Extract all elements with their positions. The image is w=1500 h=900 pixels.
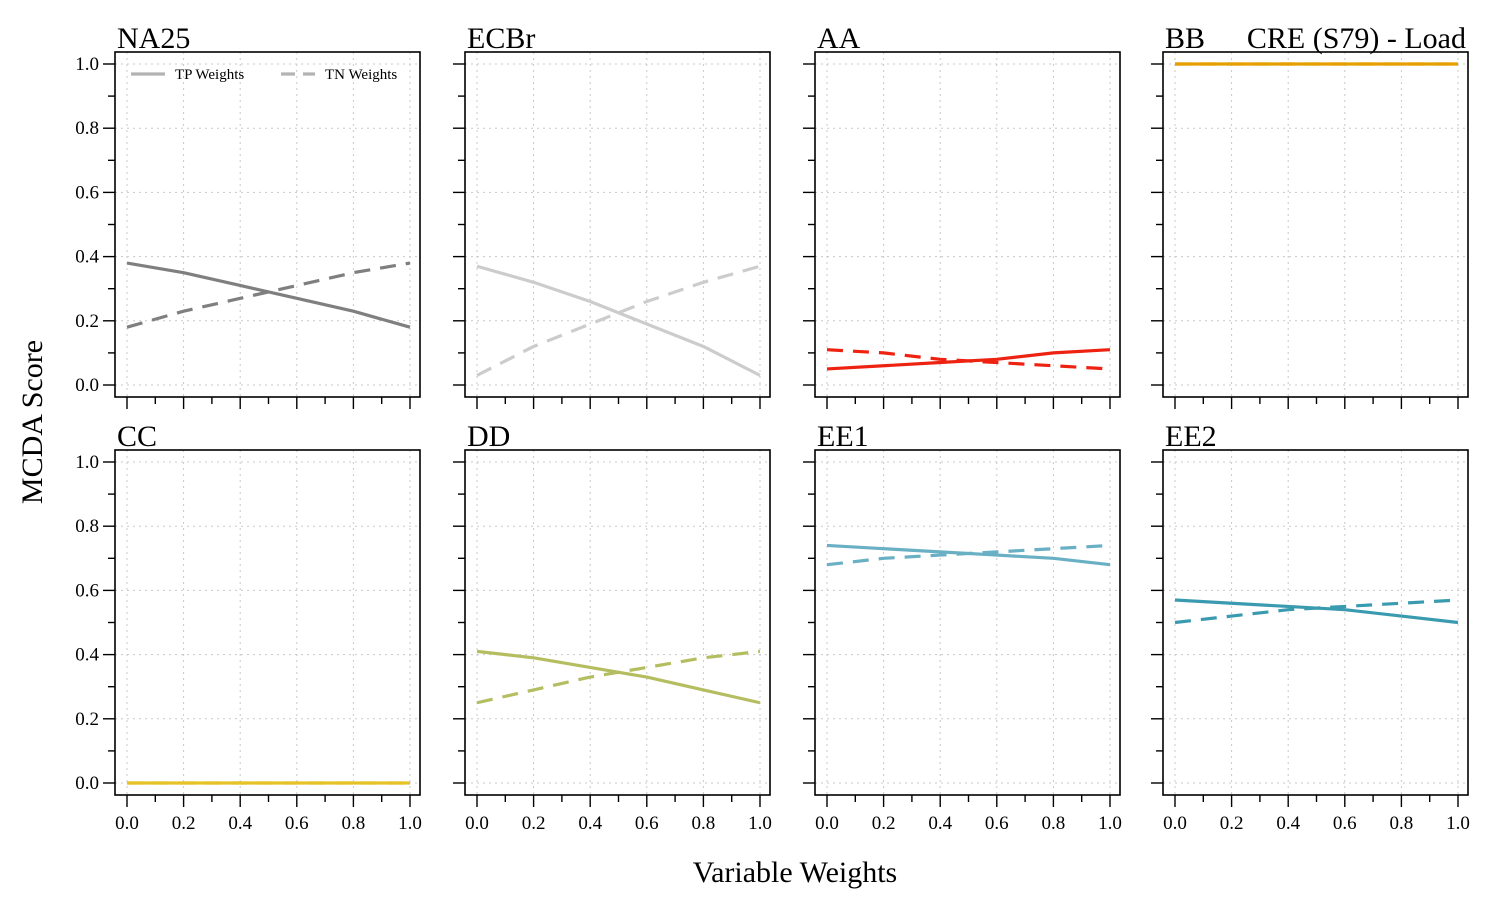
x-tick-label: 0.2 bbox=[872, 813, 896, 834]
x-tick-label: 1.0 bbox=[1098, 813, 1122, 834]
panel-title: DD bbox=[467, 420, 510, 453]
x-tick-label: 0.4 bbox=[228, 813, 252, 834]
legend-tp-label: TP Weights bbox=[175, 67, 244, 83]
panel-grid: 0.0 0.2 0.4 0.6 0.8 1.0 NA25 TP Weights TN Weigh… bbox=[75, 22, 1470, 834]
x-tick-label: 0.8 bbox=[692, 813, 716, 834]
tn-weights-line bbox=[476, 264, 761, 377]
panel-frame bbox=[114, 449, 421, 796]
x-tick-label: 0.0 bbox=[115, 813, 139, 834]
x-axis-label: Variable Weights bbox=[693, 856, 897, 889]
tp-weights-line bbox=[476, 649, 761, 705]
panel-frame bbox=[464, 449, 771, 796]
y-axis-label: MCDA Score bbox=[16, 340, 49, 504]
x-tick-label: 0.6 bbox=[1333, 813, 1357, 834]
y-tick-label: 0.4 bbox=[75, 247, 99, 268]
tn-weights-line bbox=[126, 261, 411, 329]
y-tick-label: 0.4 bbox=[75, 645, 99, 666]
panel-dd: 0.0 0.2 0.4 0.6 0.8 1.0 DD bbox=[453, 420, 772, 834]
x-tick-label: 0.6 bbox=[985, 813, 1009, 834]
x-tick-label: 0.4 bbox=[1276, 813, 1300, 834]
panel-frame bbox=[1162, 449, 1469, 796]
panel-title: CC bbox=[117, 420, 157, 453]
x-tick-label: 1.0 bbox=[398, 813, 422, 834]
y-tick-label: 0.2 bbox=[75, 311, 99, 332]
x-tick-label: 1.0 bbox=[748, 813, 772, 834]
x-tick-label: 0.8 bbox=[1042, 813, 1066, 834]
x-tick-label: 0.8 bbox=[1390, 813, 1414, 834]
panel-title: ECBr bbox=[467, 22, 535, 55]
y-tick-label: 1.0 bbox=[75, 452, 99, 473]
panel-ee1: 0.0 0.2 0.4 0.6 0.8 1.0 EE1 bbox=[803, 420, 1122, 834]
x-tick-label: 0.2 bbox=[172, 813, 196, 834]
x-tick-label: 0.4 bbox=[578, 813, 602, 834]
x-tick-label: 0.2 bbox=[522, 813, 546, 834]
x-tick-label: 0.2 bbox=[1220, 813, 1244, 834]
panel-bb: BB bbox=[1151, 22, 1469, 409]
legend-tn-label: TN Weights bbox=[325, 67, 397, 83]
panel-title: NA25 bbox=[117, 22, 190, 55]
x-tick-label: 0.8 bbox=[342, 813, 366, 834]
panel-frame bbox=[1162, 51, 1469, 398]
y-tick-label: 0.0 bbox=[75, 773, 99, 794]
panel-title: EE1 bbox=[817, 420, 869, 453]
tn-weights-line bbox=[826, 543, 1111, 567]
panel-frame bbox=[464, 51, 771, 398]
y-tick-label: 0.6 bbox=[75, 182, 99, 203]
x-tick-label: 0.0 bbox=[465, 813, 489, 834]
x-tick-label: 0.0 bbox=[815, 813, 839, 834]
panel-aa: AA bbox=[803, 22, 1121, 409]
legend: TP Weights TN Weights bbox=[131, 67, 397, 83]
y-tick-label: 0.0 bbox=[75, 375, 99, 396]
panel-cc: 0.0 0.2 0.4 0.6 0.8 1.0 0.0 0.2 0.4 0.6 0.8 1.0 CC bbox=[75, 420, 422, 834]
panel-title: BB bbox=[1165, 22, 1205, 55]
y-tick-label: 0.8 bbox=[75, 118, 99, 139]
y-tick-label: 1.0 bbox=[75, 54, 99, 75]
y-tick-label: 0.2 bbox=[75, 709, 99, 730]
x-tick-label: 0.4 bbox=[928, 813, 952, 834]
tp-weights-line bbox=[126, 261, 411, 329]
panel-na25: 0.0 0.2 0.4 0.6 0.8 1.0 NA25 TP Weights TN Weigh… bbox=[75, 22, 421, 409]
x-tick-label: 0.6 bbox=[285, 813, 309, 834]
tn-weights-line bbox=[476, 649, 761, 705]
panel-title: AA bbox=[817, 22, 861, 55]
y-tick-label: 0.8 bbox=[75, 516, 99, 537]
panel-frame bbox=[114, 51, 421, 398]
x-tick-label: 0.6 bbox=[635, 813, 659, 834]
tp-weights-line bbox=[476, 264, 761, 377]
panel-frame bbox=[814, 449, 1121, 796]
x-tick-label: 1.0 bbox=[1446, 813, 1470, 834]
tn-weights-line bbox=[826, 348, 1111, 371]
x-tick-label: 0.0 bbox=[1163, 813, 1187, 834]
panel-ecbr: ECBr bbox=[453, 22, 771, 409]
chart-title: CRE (S79) - Load bbox=[1247, 22, 1466, 55]
panel-frame bbox=[814, 51, 1121, 398]
panel-title: EE2 bbox=[1165, 420, 1217, 453]
tn-weights-line bbox=[1174, 598, 1459, 625]
y-tick-label: 0.6 bbox=[75, 580, 99, 601]
panel-ee2: 0.0 0.2 0.4 0.6 0.8 1.0 EE2 bbox=[1151, 420, 1470, 834]
